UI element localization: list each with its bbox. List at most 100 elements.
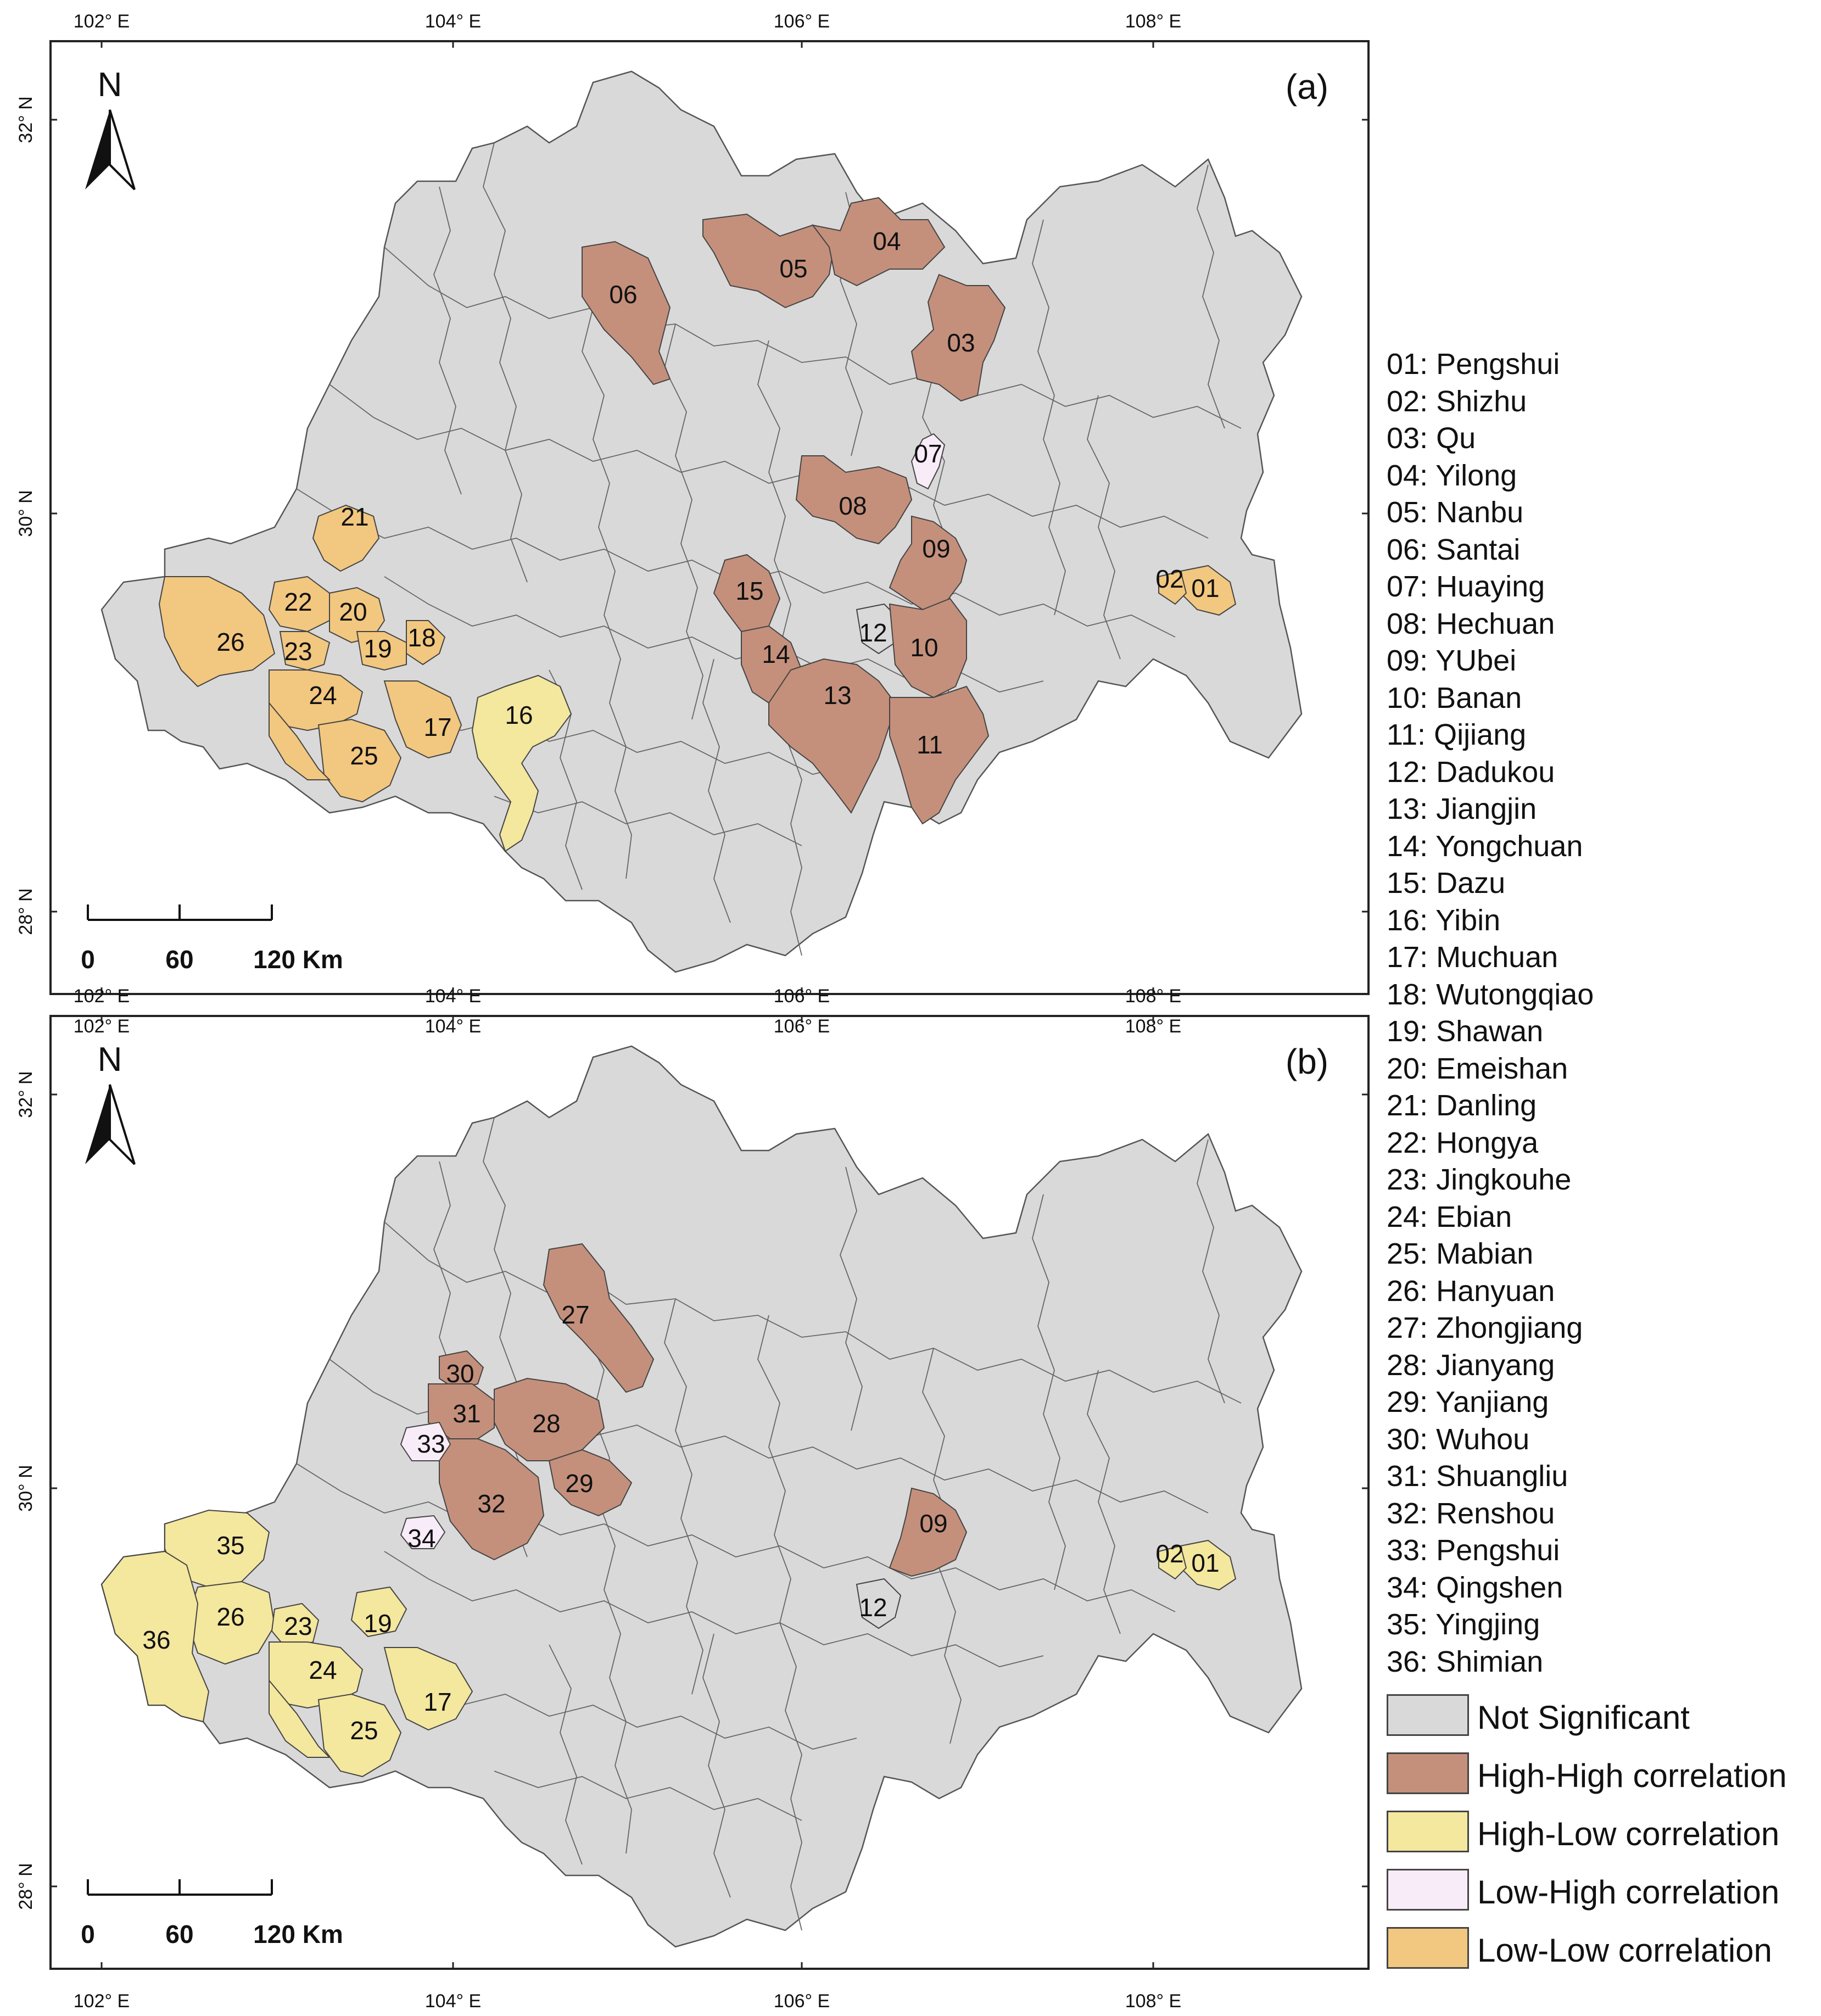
north-arrow-icon [109,1084,136,1165]
swatch-high-high [1387,1752,1469,1794]
classified-counties-b [100,1243,1237,1778]
legend-county: 20: Emeishan [1387,1052,1568,1085]
legend-county: 30: Wuhou [1387,1422,1530,1456]
county-label-12: 12 [859,1593,887,1622]
lat-label: 32° N [15,1071,36,1118]
legend-county: 22: Hongya [1387,1126,1539,1159]
county-legend: 01: Pengshui 02: Shizhu 03: Qu 04: Yilon… [1387,346,1815,1680]
county-07 [910,433,946,490]
county-label-13: 13 [823,681,851,710]
swatch-not-significant [1387,1694,1469,1736]
swatch-low-high [1387,1869,1469,1911]
county-23b [271,1602,320,1649]
class-legend-item: Low-High correlation [1387,1869,1815,1927]
county-label-11: 11 [917,730,943,759]
county-label-04: 04 [873,227,901,255]
scale-label: 0 [81,945,95,974]
county-label-08: 08 [839,492,867,520]
legend-county: 19: Shawan [1387,1015,1544,1048]
legend-county: 09: YUbei [1387,644,1517,677]
county-25b [317,1693,402,1778]
county-20 [329,587,386,644]
lon-label: 106° E [774,1991,830,2012]
north-arrow-label: N [98,1041,122,1079]
county-label-25: 25 [350,1716,378,1745]
north-arrow-label: N [98,66,122,104]
class-legend-item: High-Low correlation [1387,1811,1815,1869]
legend-county: 27: Zhongjiang [1387,1311,1583,1344]
class-legend: Not Significant High-High correlation Hi… [1387,1694,1815,1985]
legend-county: 32: Renshou [1387,1496,1555,1530]
legend-county: 11: Qijiang [1387,718,1527,751]
legend-county: 35: Yingjing [1387,1608,1540,1641]
scale-label: 120 Km [253,945,343,974]
class-legend-label: Low-High correlation [1477,1874,1780,1911]
legend-county: 12: Dadukou [1387,755,1555,789]
legend-county: 33: Pengshui [1387,1534,1560,1567]
county-label-15: 15 [735,577,763,605]
lat-label: 28° N [15,888,36,935]
legend-county: 08: Hechuan [1387,607,1555,640]
county-label-29: 29 [565,1469,593,1498]
county-19 [356,631,407,671]
county-30 [439,1350,484,1390]
lon-label: 102° E [74,11,130,32]
county-12b [856,1578,902,1629]
map-figure: (a) N 102° E 102° E 104° E 104° E 106° E 106° E… [15,11,1370,2012]
legend-county: 23: Jingkouhe [1387,1163,1572,1196]
legend-county: 18: Wutongqiao [1387,978,1594,1011]
lon-label: 108° E [1125,986,1181,1007]
scale-label: 0 [81,1920,95,1948]
county-17b [383,1647,473,1731]
lon-label: 104° E [425,986,481,1007]
class-legend-item: Low-Low correlation [1387,1927,1815,1985]
lon-label: 106° E [774,11,830,32]
legend-county: 01: Pengshui [1387,348,1560,381]
swatch-high-low [1387,1811,1469,1852]
county-label-02: 02 [1155,1539,1183,1568]
county-22 [268,576,330,633]
lon-label: 102° E [74,1991,130,2012]
county-HL-fill-b [269,1679,331,1758]
class-legend-item: Not Significant [1387,1694,1815,1752]
legend-county: 31: Shuangliu [1387,1460,1568,1493]
lat-label: 32° N [15,96,36,143]
region-outline-b [100,1045,1303,1948]
legend-county: 28: Jianyang [1387,1348,1555,1382]
county-32 [439,1438,545,1561]
class-legend-label: High-High correlation [1477,1757,1787,1794]
county-label-10: 10 [910,633,938,662]
county-16 [471,674,572,852]
county-label-01: 01 [1191,1549,1219,1577]
county-label-26: 26 [216,628,244,656]
lon-label: 108° E [1125,11,1181,32]
county-11 [889,685,990,825]
legend-county: 16: Yibin [1387,903,1501,937]
lon-label: 104° E [425,1991,481,2012]
lon-label: 106° E [774,986,830,1007]
scale-label: 120 Km [253,1920,343,1948]
county-LL-fill-a [269,701,331,780]
county-label-18: 18 [407,623,435,652]
county-33 [400,1421,451,1461]
county-label-16: 16 [505,701,533,729]
county-label-12: 12 [859,618,887,647]
county-10 [889,597,967,699]
county-label-17: 17 [423,1688,451,1716]
county-label-23: 23 [284,637,312,666]
county-36 [100,1550,210,1723]
panel-a [49,40,1370,995]
legend-county: 03: Qu [1387,422,1476,455]
county-label-34: 34 [407,1524,435,1553]
county-label-32: 32 [477,1489,505,1518]
county-13 [768,658,896,814]
lat-label: 28° N [15,1863,36,1909]
lon-label: 108° E [1125,1991,1181,2012]
county-label-17: 17 [423,713,451,741]
lon-label: 102° E [74,986,130,1007]
class-legend-label: Not Significant [1477,1699,1690,1736]
county-34 [400,1515,446,1549]
map-annotations: (a) N 102° E 102° E 104° E 104° E 106° E 106° E… [15,11,1368,2012]
swatch-low-low [1387,1927,1469,1969]
county-label-25: 25 [350,741,378,770]
